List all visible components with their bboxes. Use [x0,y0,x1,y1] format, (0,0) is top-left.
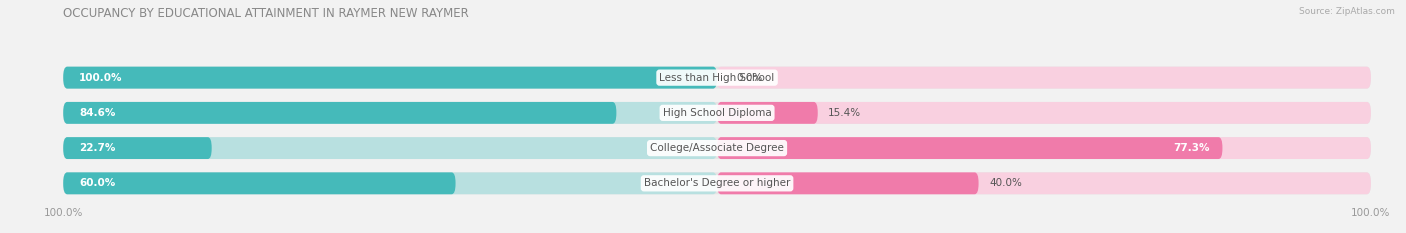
Text: 60.0%: 60.0% [79,178,115,188]
FancyBboxPatch shape [717,172,979,194]
FancyBboxPatch shape [63,137,212,159]
Text: OCCUPANCY BY EDUCATIONAL ATTAINMENT IN RAYMER NEW RAYMER: OCCUPANCY BY EDUCATIONAL ATTAINMENT IN R… [63,7,470,20]
FancyBboxPatch shape [717,172,1371,194]
Text: 0.0%: 0.0% [737,73,763,83]
Text: Source: ZipAtlas.com: Source: ZipAtlas.com [1299,7,1395,16]
FancyBboxPatch shape [63,172,456,194]
FancyBboxPatch shape [63,102,1371,124]
FancyBboxPatch shape [63,67,717,89]
Text: High School Diploma: High School Diploma [662,108,772,118]
FancyBboxPatch shape [63,102,717,124]
Text: Bachelor's Degree or higher: Bachelor's Degree or higher [644,178,790,188]
Text: Less than High School: Less than High School [659,73,775,83]
FancyBboxPatch shape [63,67,1371,89]
Text: 84.6%: 84.6% [79,108,115,118]
Text: 77.3%: 77.3% [1173,143,1209,153]
FancyBboxPatch shape [717,102,818,124]
FancyBboxPatch shape [63,67,717,89]
Text: 40.0%: 40.0% [988,178,1022,188]
Text: 22.7%: 22.7% [79,143,115,153]
FancyBboxPatch shape [717,67,1371,89]
FancyBboxPatch shape [717,137,1222,159]
FancyBboxPatch shape [717,102,1371,124]
Text: 100.0%: 100.0% [79,73,122,83]
FancyBboxPatch shape [63,137,717,159]
Text: 15.4%: 15.4% [828,108,862,118]
Text: College/Associate Degree: College/Associate Degree [650,143,785,153]
FancyBboxPatch shape [717,137,1371,159]
FancyBboxPatch shape [63,172,717,194]
FancyBboxPatch shape [63,102,616,124]
FancyBboxPatch shape [63,137,1371,159]
FancyBboxPatch shape [63,172,1371,194]
